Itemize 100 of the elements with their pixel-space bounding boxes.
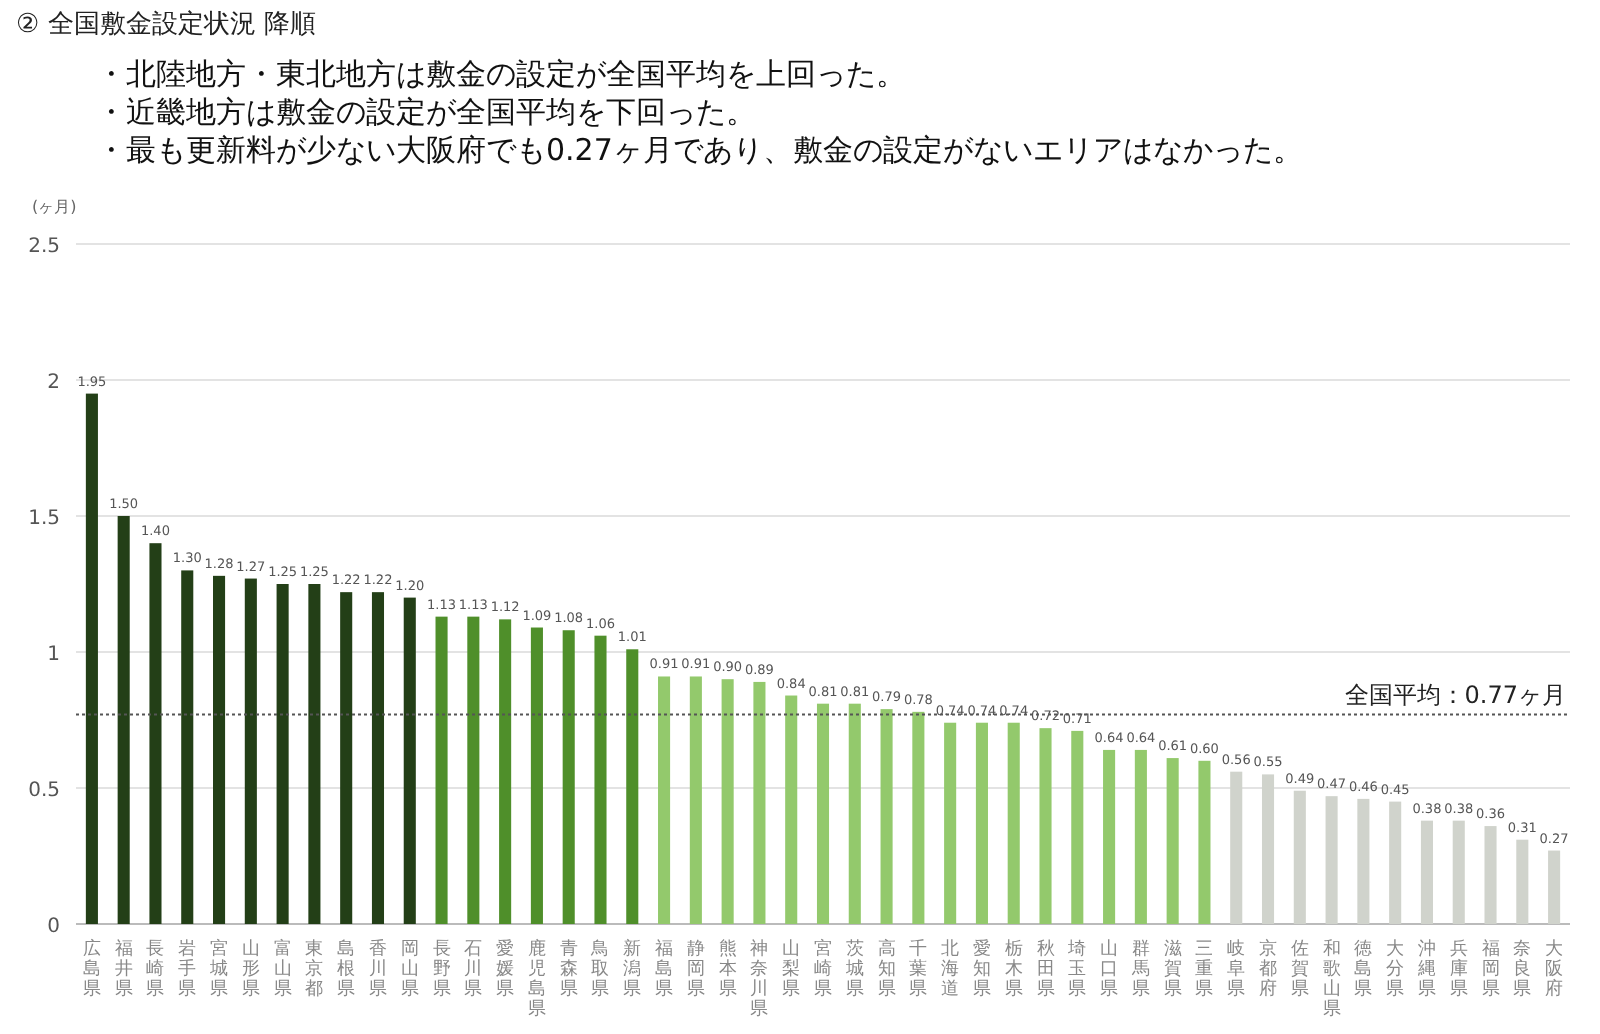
x-tick-label: 栃木県 (1004, 938, 1023, 1000)
y-tick-label: 1 (47, 644, 60, 666)
x-tick-label: 千葉県 (909, 938, 928, 1000)
bar (785, 695, 798, 924)
bar (912, 711, 925, 924)
bar (658, 676, 671, 924)
bar (721, 679, 734, 924)
x-tick-label: 奈良県 (1513, 938, 1532, 1000)
x-tick-label: 静岡県 (686, 938, 705, 1000)
bar (1166, 758, 1179, 924)
bar (1357, 798, 1370, 924)
x-tick-label: 香川県 (368, 938, 387, 1000)
bar (308, 584, 321, 924)
bar (975, 722, 988, 924)
x-tick-label: 福岡県 (1481, 938, 1500, 1000)
x-tick-label: 鳥取県 (589, 938, 610, 1000)
y-tick-label: 2 (47, 372, 60, 394)
y-tick-label: 1.5 (28, 508, 60, 530)
bar (1261, 774, 1275, 924)
x-tick-label: 和歌山県 (1322, 938, 1341, 1020)
x-tick-label: 新潟県 (623, 938, 642, 1000)
bar (1389, 801, 1402, 924)
bar (213, 575, 226, 924)
x-tick-label: 山口県 (1100, 938, 1119, 1000)
bar (816, 703, 830, 924)
text: ・北陸地方・東北地方は敷金の設定が全国平均を上回った。 (96, 56, 906, 92)
x-tick-label: 大阪府 (1545, 938, 1564, 1000)
x-tick-label: 山形県 (241, 938, 260, 1000)
bar (1230, 771, 1243, 924)
bar (340, 592, 353, 924)
bar (499, 619, 512, 924)
x-tick-label: 滋賀県 (1163, 938, 1182, 1000)
bar (1516, 839, 1529, 924)
bar (1134, 749, 1147, 924)
bar (1039, 728, 1052, 924)
x-tick-label: 茨城県 (843, 938, 864, 1000)
bar (244, 578, 257, 924)
x-tick-label: 長崎県 (146, 938, 165, 1000)
x-tick-label: 愛知県 (972, 938, 991, 1000)
x-tick-label: 東京都 (305, 938, 324, 1000)
x-tick-label: 兵庫県 (1449, 938, 1468, 1000)
x-tick-label: 岐阜県 (1227, 938, 1246, 1000)
bar (848, 703, 861, 924)
bar (1548, 850, 1561, 924)
bar (117, 516, 130, 924)
x-tick-label: 北海道 (941, 938, 960, 1000)
bar (1071, 730, 1084, 924)
x-tick-label: 広島県 (82, 938, 101, 1000)
bar (85, 393, 98, 924)
bar (1198, 760, 1211, 924)
bar (944, 722, 957, 924)
x-tick-label: 福島県 (655, 938, 674, 1000)
bar (1484, 826, 1497, 924)
x-tick-label: 長野県 (432, 938, 451, 1000)
bar (1420, 820, 1433, 924)
bar (626, 649, 639, 924)
bar (753, 681, 766, 924)
x-tick-label: 群馬県 (1129, 938, 1150, 1000)
x-tick-label: 愛媛県 (496, 938, 515, 1000)
bar (276, 584, 289, 924)
y-tick-label: 0.5 (28, 780, 60, 802)
bar (435, 616, 448, 924)
x-tick-label: 福井県 (114, 938, 133, 1000)
text: ・近畿地方は敷金の設定が全国平均を下回った。 (96, 94, 756, 130)
x-tick-label: 岡山県 (400, 940, 419, 1000)
bar (1293, 790, 1306, 924)
x-tick-label: 熊本県 (718, 938, 737, 1000)
x-tick-label: 秋田県 (1036, 938, 1055, 1000)
x-tick-label: 石川県 (464, 940, 483, 1000)
bar (1007, 722, 1020, 924)
bar (371, 592, 385, 924)
bar (594, 635, 607, 924)
bar (1103, 749, 1116, 924)
bar (403, 597, 416, 924)
x-tick-label: 富山県 (273, 938, 292, 1000)
x-tick-label: 高知県 (877, 938, 896, 1000)
x-tick-label: 沖縄県 (1415, 938, 1436, 1000)
bar (1452, 820, 1465, 924)
x-tick-label: 島根県 (337, 938, 356, 1000)
text: ・最も更新料が少ない大阪府でも0.27ヶ月であり、敷金の設定がないエリアはなかった。 (96, 132, 1303, 168)
x-tick-label: 佐賀県 (1290, 938, 1309, 1000)
bar (689, 676, 702, 924)
x-tick-label: 青森県 (559, 938, 578, 1000)
x-tick-label: 鹿児島県 (527, 938, 546, 1020)
y-axis-title: (ヶ月) (32, 198, 77, 216)
bar (467, 616, 480, 924)
y-tick-label: 0 (47, 916, 60, 938)
x-tick-label: 京都府 (1259, 938, 1278, 1000)
y-tick-label: 2.5 (28, 236, 60, 258)
x-tick-label: 埼玉県 (1066, 938, 1087, 1000)
ref-line-label: 全国平均：0.77ヶ月 (1344, 680, 1566, 709)
x-tick-label: 神奈川県 (750, 938, 769, 1020)
x-tick-label: 宮城県 (208, 938, 229, 1000)
bar (530, 627, 543, 924)
bar (1325, 796, 1338, 924)
x-tick-label: 山梨県 (782, 938, 801, 1000)
x-tick-label: 宮崎県 (814, 938, 832, 1000)
chart-title: ② 全国敷金設定状況 降順 (16, 10, 316, 40)
x-tick-label: 岩手県 (178, 938, 197, 1000)
bar (880, 709, 893, 924)
